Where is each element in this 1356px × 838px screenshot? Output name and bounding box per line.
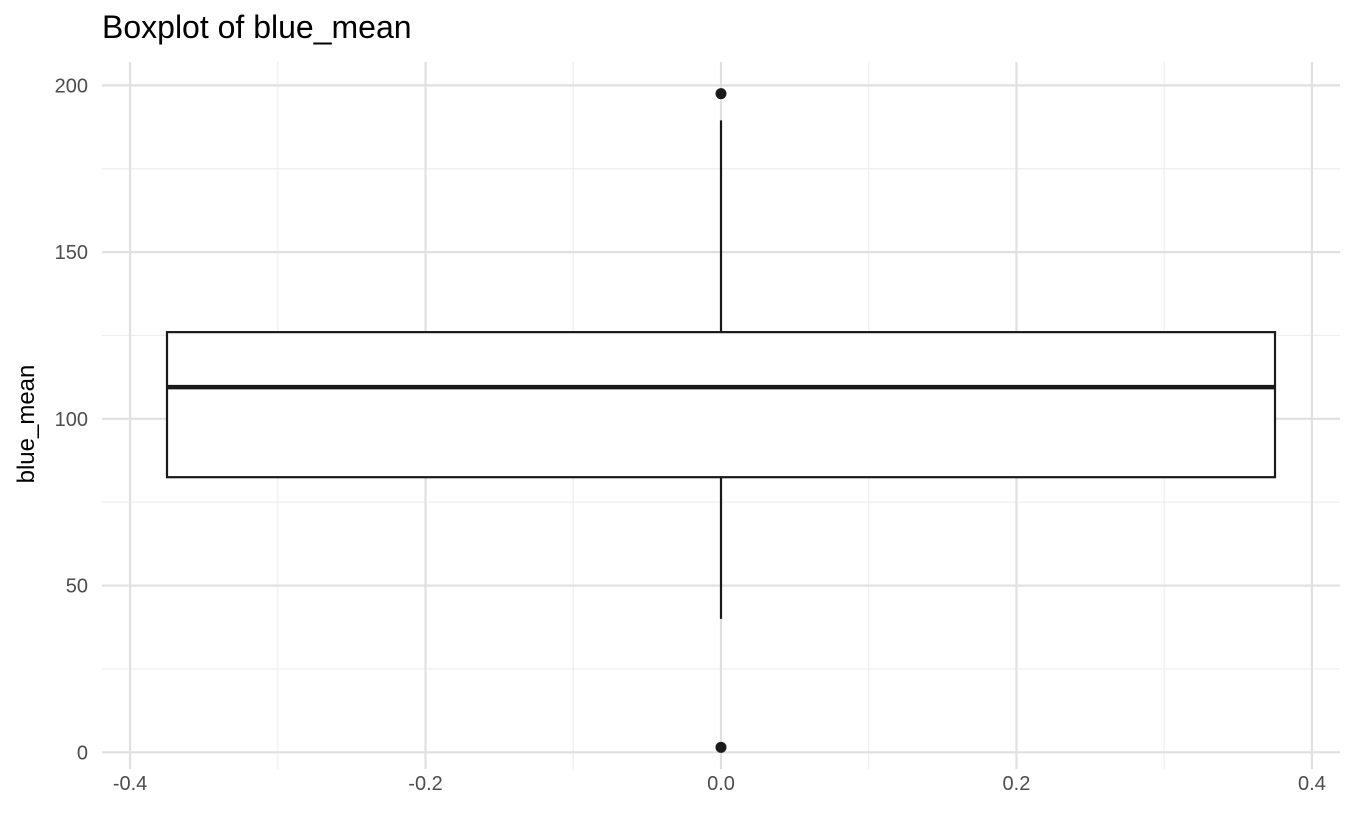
y-tick-label: 150 (55, 242, 88, 264)
box-layer (165, 88, 1277, 753)
tick-layer: -0.4 -0.2 0.0 0.2 0.4 0 50 100 150 200 (55, 75, 1326, 795)
y-tick-label: 50 (66, 576, 88, 598)
y-tick-label: 200 (55, 75, 88, 97)
iqr-box (165, 331, 1277, 479)
outlier-point (715, 741, 727, 753)
outlier-point (715, 88, 727, 100)
x-tick-label: -0.4 (113, 773, 147, 795)
chart-title: Boxplot of blue_mean (102, 9, 412, 45)
x-tick-label: 0.2 (1003, 773, 1031, 795)
y-tick-label: 100 (55, 409, 88, 431)
x-tick-label: 0.0 (707, 773, 735, 795)
x-tick-label: -0.2 (408, 773, 442, 795)
x-tick-label: 0.4 (1298, 773, 1326, 795)
y-tick-label: 0 (77, 742, 88, 764)
y-axis-title: blue_mean (13, 365, 40, 484)
